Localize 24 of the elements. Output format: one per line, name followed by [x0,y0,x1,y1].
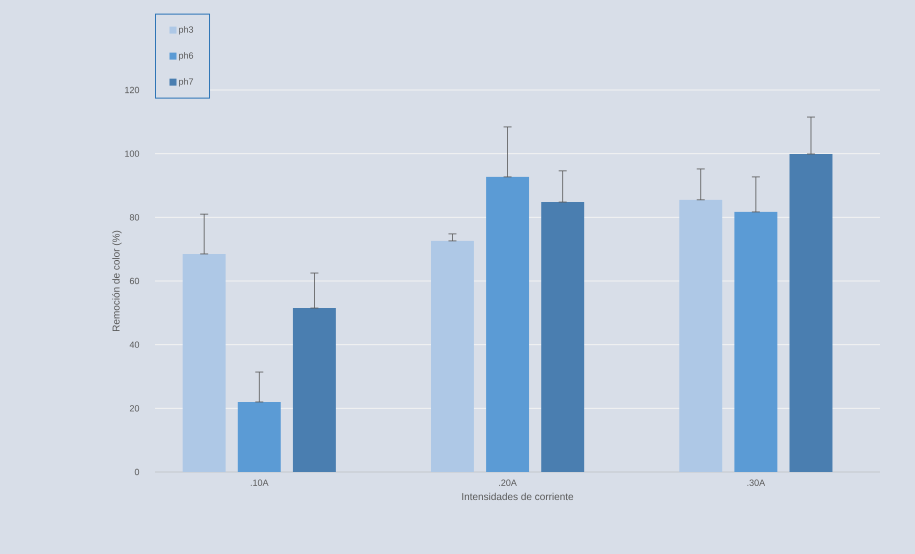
y-tick-label: 20 [130,405,140,412]
bar [486,176,530,472]
y-tick-label: 40 [130,341,140,348]
y-tick-label: 0 [134,468,140,476]
x-axis-title: Intensidades de corriente [462,492,574,500]
bar [430,240,474,472]
x-tick-label: .20A [499,480,517,486]
bar [182,254,226,472]
bar [292,308,336,472]
y-tick-label: 120 [125,86,140,94]
legend-label: ph7 [179,78,194,87]
bar [679,200,722,472]
bar [541,202,584,472]
y-axis-title: Remoción de color (%) [112,230,122,332]
y-tick-label: 100 [125,150,140,157]
y-tick-label: 80 [130,214,140,221]
legend-label: ph6 [179,52,194,61]
legend-label: ph3 [179,26,194,34]
x-tick-label: .30A [747,480,766,486]
bar [238,402,281,472]
y-tick-label: 60 [130,278,140,284]
bar [790,154,832,472]
x-tick-label: .10A [250,480,269,486]
bar [734,212,778,472]
